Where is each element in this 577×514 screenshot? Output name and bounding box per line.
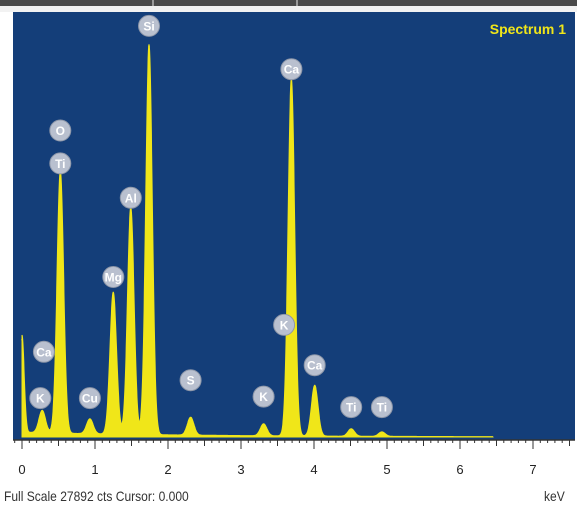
peak-label-text: Si bbox=[143, 19, 154, 33]
peak-label-marker bbox=[370, 396, 393, 419]
peak-label-text: Ti bbox=[346, 401, 356, 415]
peak-label-marker bbox=[32, 340, 55, 363]
top-bar-divider bbox=[152, 0, 154, 6]
peak-label-marker bbox=[138, 14, 160, 37]
x-tick-label: 0 bbox=[18, 462, 25, 477]
peak-label-text: Al bbox=[125, 191, 137, 205]
x-tick-label: 6 bbox=[456, 462, 463, 477]
peak-label: Ca bbox=[32, 340, 55, 363]
peak-labels: Si O Ti Ca Al Mg Ca K Cu S K K Ca Ti Ti bbox=[29, 14, 393, 419]
peak-point bbox=[21, 339, 23, 341]
peak-label: O bbox=[49, 119, 72, 142]
peak-label-text: Ti bbox=[377, 401, 387, 415]
peak-label: K bbox=[252, 385, 275, 408]
peak-point bbox=[148, 46, 150, 48]
peak-label: Ca bbox=[303, 354, 326, 377]
peak-point bbox=[313, 385, 316, 388]
window-top-bar bbox=[0, 0, 577, 6]
chart-title: Spectrum 1 bbox=[490, 21, 566, 37]
peak-label-marker bbox=[119, 186, 142, 209]
peak-label: Ti bbox=[370, 396, 393, 419]
peak-label-marker bbox=[252, 385, 275, 408]
peak-label-text: Mg bbox=[105, 271, 122, 285]
peak-point bbox=[381, 431, 383, 434]
peak-label-text: Ca bbox=[284, 63, 300, 77]
peak-label: K bbox=[273, 313, 296, 336]
peak-label-text: Cu bbox=[82, 392, 98, 406]
peak-label-marker bbox=[29, 387, 52, 410]
peak-point bbox=[189, 418, 192, 420]
x-axis: 0 1 2 3 4 5 6 7 bbox=[13, 439, 575, 477]
peak-label-marker bbox=[49, 119, 72, 142]
peak-point bbox=[112, 294, 115, 296]
peak-point bbox=[262, 424, 265, 426]
peak-point bbox=[41, 413, 43, 416]
peak-label: Al bbox=[119, 186, 142, 209]
peak-label-marker bbox=[273, 313, 296, 336]
spectrum-trace-layer bbox=[21, 44, 494, 438]
peak-label-text: K bbox=[280, 318, 289, 332]
peak-label-text: Ca bbox=[307, 359, 323, 373]
peak-label-marker bbox=[179, 369, 202, 392]
footer-status-text: Full Scale 27892 cts Cursor: 0.000 bbox=[4, 488, 189, 504]
peak-label-marker bbox=[280, 58, 303, 81]
peak-label: Ti bbox=[340, 396, 363, 419]
peak-label: Mg bbox=[102, 266, 125, 288]
peak-label: Ca bbox=[280, 58, 303, 81]
peak-label: Si bbox=[138, 14, 160, 37]
peak-label-marker bbox=[78, 387, 101, 410]
spectrum-trace bbox=[21, 44, 494, 438]
peak-label: Ti bbox=[49, 152, 72, 175]
x-tick-label: 4 bbox=[310, 462, 317, 477]
x-tick-label: 3 bbox=[237, 462, 244, 477]
peak-label-text: O bbox=[56, 124, 65, 138]
peak-point bbox=[350, 428, 353, 431]
peak-label-text: Ti bbox=[55, 157, 65, 171]
peak-label: S bbox=[179, 369, 202, 392]
x-tick-label: 1 bbox=[91, 462, 98, 477]
top-bar-divider bbox=[296, 0, 298, 6]
peak-label-marker bbox=[340, 396, 363, 419]
peak-point bbox=[89, 421, 91, 423]
peak-label-text: Ca bbox=[36, 345, 52, 359]
peak-label-text: K bbox=[259, 390, 268, 404]
x-axis-unit-label: keV bbox=[544, 488, 565, 504]
peak-label-text: S bbox=[187, 374, 195, 388]
peak-label-text: K bbox=[36, 392, 45, 406]
peak-label-marker bbox=[303, 354, 326, 377]
peak-label: Cu bbox=[78, 387, 101, 410]
x-tick-label: 7 bbox=[529, 462, 536, 477]
x-tick-label: 5 bbox=[383, 462, 390, 477]
peak-label-marker bbox=[102, 266, 125, 288]
peak-label: K bbox=[29, 387, 52, 410]
peak-label-marker bbox=[49, 152, 72, 175]
peak-point bbox=[130, 209, 132, 211]
x-tick-label: 2 bbox=[164, 462, 171, 477]
